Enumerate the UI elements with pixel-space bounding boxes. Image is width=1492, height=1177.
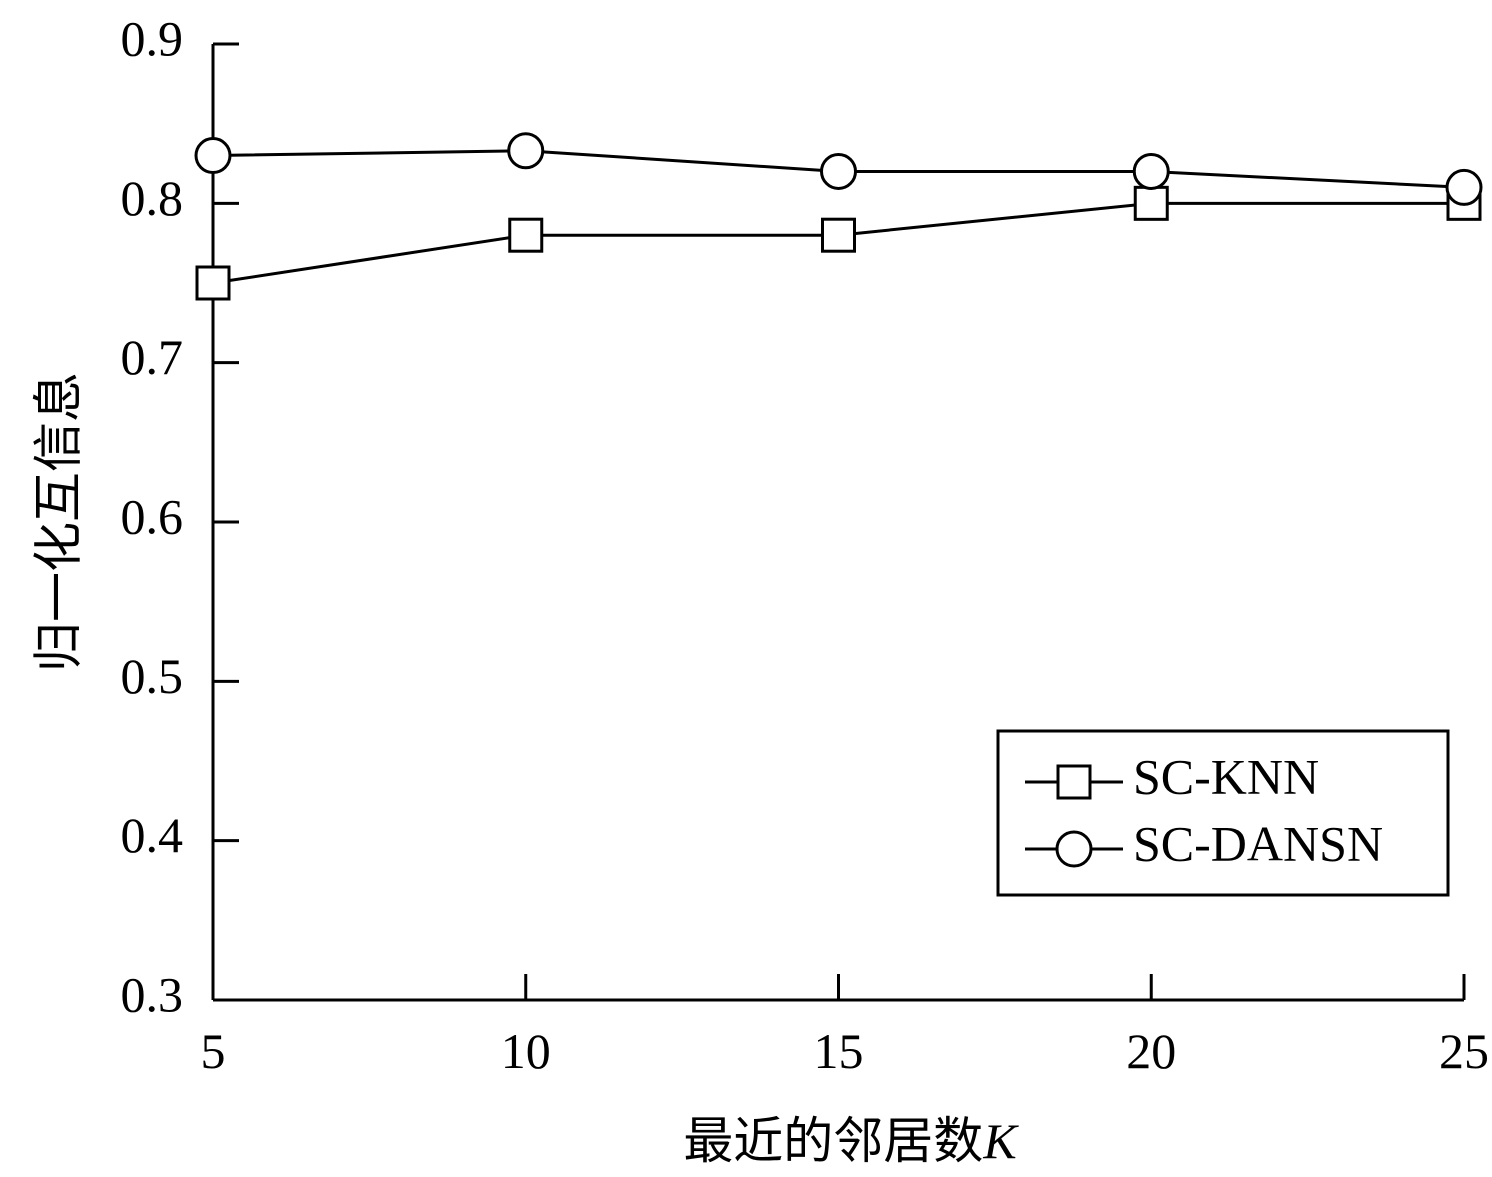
data-point-sc-dansn [820, 152, 857, 190]
series-layer [194, 132, 1483, 301]
y-tick-label: 0.8 [121, 170, 184, 226]
data-point-sc-dansn [507, 132, 545, 170]
x-axis-title-main: 最近的邻居数 [683, 1112, 983, 1170]
legend-label-sc-knn: SC-KNN [1133, 748, 1319, 804]
y-tick-label: 0.6 [121, 488, 184, 544]
x-tick-label: 20 [1126, 1023, 1176, 1079]
x-ticks: 5 10 15 20 25 [201, 974, 1489, 1079]
y-tick-label: 0.3 [121, 966, 184, 1022]
data-point-sc-knn [195, 265, 231, 301]
x-tick-label: 25 [1439, 1023, 1489, 1079]
legend-label-sc-dansn: SC-DANSN [1133, 815, 1383, 871]
y-ticks: 0.3 0.4 0.5 0.6 0.7 0.8 0.9 [121, 10, 239, 1022]
x-axis-title-variable: K [982, 1113, 1019, 1169]
y-axis-title: 归一化互信息 [30, 372, 88, 672]
data-point-sc-dansn [194, 137, 232, 175]
y-tick-label: 0.9 [121, 10, 184, 66]
legend-box [996, 729, 1450, 897]
y-tick-label: 0.4 [121, 807, 184, 863]
legend: SC-KNN SC-DANSN [996, 729, 1450, 897]
x-tick-label: 15 [814, 1023, 864, 1079]
y-tick-label: 0.7 [121, 329, 184, 385]
y-tick-label: 0.5 [121, 648, 184, 704]
x-axis-title: 最近的邻居数K [683, 1112, 1019, 1170]
x-tick-label: 5 [201, 1023, 226, 1079]
data-point-sc-knn [821, 217, 856, 253]
data-point-sc-dansn [1445, 168, 1483, 206]
legend-circle-marker [1055, 830, 1093, 868]
data-point-sc-knn [508, 217, 544, 253]
x-tick-label: 10 [501, 1023, 551, 1079]
data-point-sc-knn [1133, 185, 1169, 221]
data-point-sc-dansn [1132, 152, 1170, 190]
legend-square-marker [1056, 764, 1092, 800]
